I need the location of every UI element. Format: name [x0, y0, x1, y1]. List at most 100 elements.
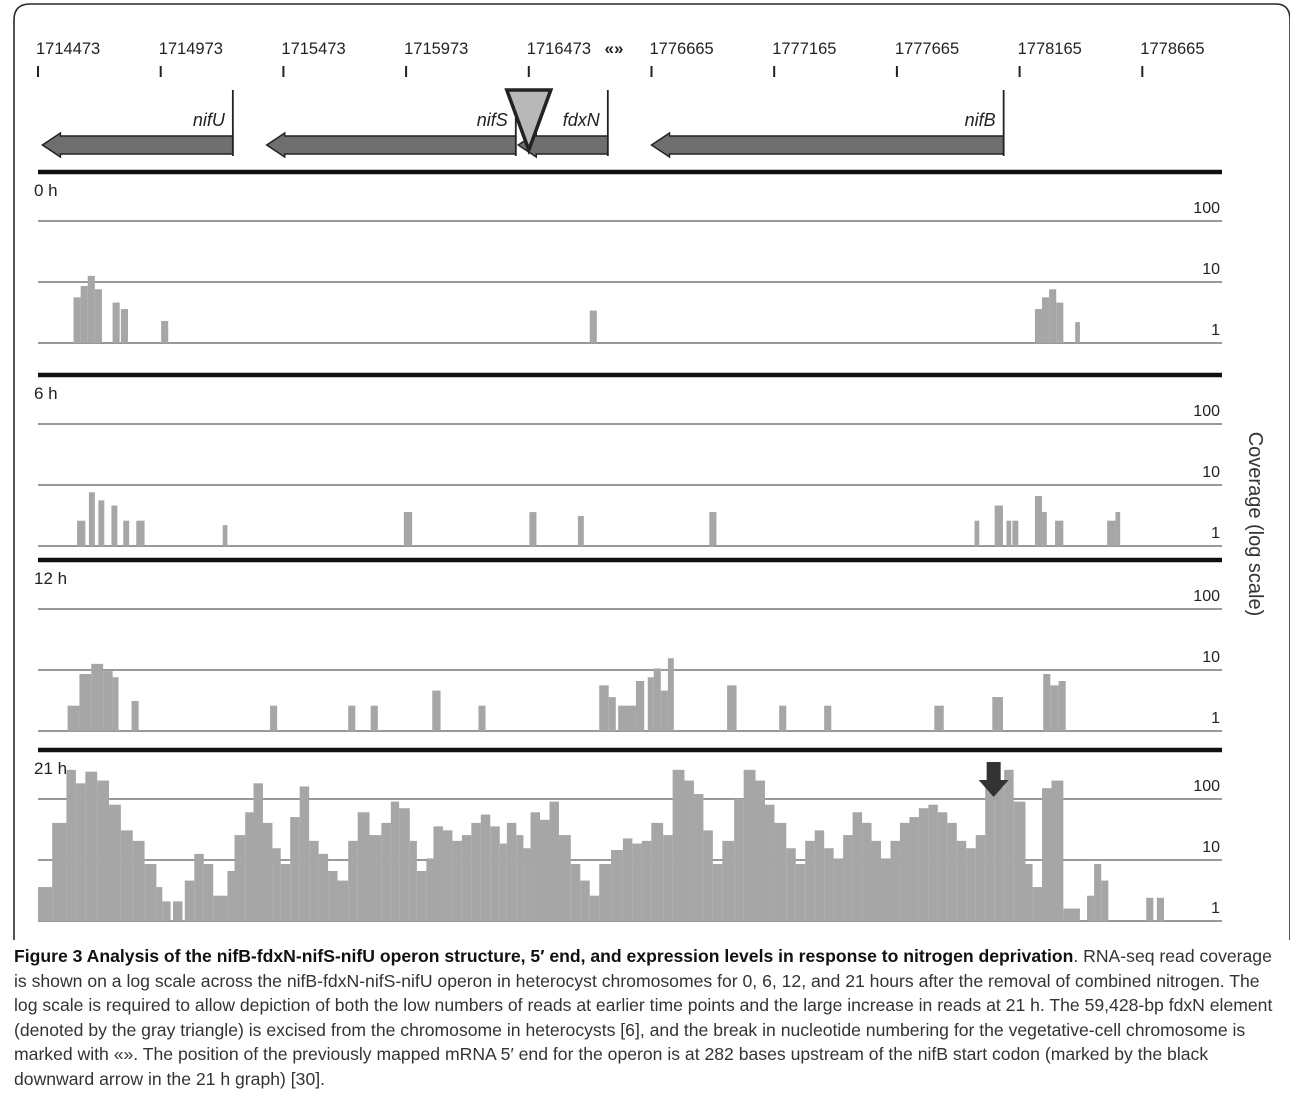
coverage-bar	[91, 663, 104, 731]
coverage-bar	[161, 320, 169, 343]
coverage-bar	[947, 822, 957, 921]
coverage-bar	[67, 705, 80, 731]
coverage-bar	[1050, 685, 1059, 731]
coverage-bar	[589, 310, 597, 343]
coverage-bar	[227, 871, 235, 921]
coverage-bar	[120, 830, 133, 921]
coverage-bar	[369, 835, 382, 921]
coverage-bar	[558, 835, 571, 921]
coverage-bar	[77, 520, 86, 546]
coverage-bar	[684, 780, 694, 921]
coverage-bar	[399, 808, 410, 921]
coverage-bar	[506, 822, 517, 921]
coverage-bar	[722, 840, 735, 921]
coverage-bar	[632, 843, 642, 921]
coverage-bar	[1051, 780, 1064, 921]
coverage-bar	[1006, 520, 1012, 546]
operon-coverage-figure: 1714473 1714973 1715473 1715973 1716473 17766…	[34, 39, 1266, 922]
y-tick-label: 100	[1193, 778, 1220, 795]
coverage-bar	[833, 858, 844, 921]
coverage-bar	[433, 826, 443, 921]
coverage-bar	[727, 685, 737, 731]
coverage-bar	[618, 705, 636, 731]
coverage-bar	[222, 525, 228, 546]
coverage-bar	[712, 863, 723, 921]
coverage-bar	[75, 783, 86, 921]
coverage-bar	[270, 705, 278, 731]
coverage-bar	[1034, 309, 1043, 343]
coverage-bar	[85, 771, 98, 921]
coverage-bar	[1034, 496, 1043, 546]
coverage-bar	[38, 887, 53, 921]
coverage-bar	[974, 520, 980, 546]
coverage-bar	[109, 804, 121, 921]
coverage-bar	[156, 887, 163, 921]
coverage-bar	[1042, 788, 1052, 921]
panel-6h: 6 h 100 10 1	[34, 372, 1222, 547]
tick-label: 1777165	[772, 40, 836, 58]
coverage-bar	[432, 690, 441, 731]
gene-label-nifU: nifU	[193, 110, 226, 130]
coverage-bar	[530, 812, 541, 921]
coverage-bar	[805, 840, 815, 921]
coverage-bar	[909, 817, 919, 921]
gene-arrow-nifB	[650, 131, 1005, 159]
coverage-bar	[416, 871, 427, 921]
coverage-bar	[403, 512, 413, 546]
coverage-bar	[622, 838, 633, 921]
coverage-bar	[290, 817, 300, 921]
coverage-bar	[172, 901, 183, 921]
y-tick-label: 1	[1211, 525, 1220, 542]
coverage-bar	[599, 685, 609, 731]
coverage-bar	[73, 297, 81, 343]
coverage-bar	[764, 804, 775, 921]
y-tick-label: 10	[1202, 839, 1220, 856]
panel-label: 6 h	[34, 384, 58, 403]
coverage-bar	[937, 812, 948, 921]
coverage-bar	[318, 853, 329, 921]
coverage-bar	[87, 275, 95, 343]
coverage-bar	[299, 786, 310, 921]
y-tick-label: 100	[1193, 403, 1220, 420]
coverage-bar	[1063, 908, 1080, 921]
panel-label: 12 h	[34, 569, 67, 588]
y-tick-label: 100	[1193, 588, 1220, 605]
coverage-bar	[1025, 863, 1033, 921]
coverage-bar	[994, 786, 1005, 921]
coverage-bar	[1075, 322, 1080, 343]
coverage-bar	[184, 880, 195, 921]
caption-lead: Figure 3 Analysis of the nifB-fdxN-nifS-…	[14, 946, 1074, 966]
coverage-bar	[112, 677, 119, 731]
coverage-bar	[647, 677, 654, 731]
coverage-bar	[890, 840, 900, 921]
coverage-bar	[120, 309, 128, 343]
panel-label: 0 h	[34, 181, 58, 200]
coverage-bar	[1043, 673, 1051, 731]
coverage-bar	[928, 804, 938, 921]
coverage-bar	[381, 822, 391, 921]
coverage-bar	[94, 289, 102, 343]
coverage-bar	[577, 516, 584, 546]
coverage-bar	[966, 848, 976, 921]
fdxn-element-triangle	[504, 88, 554, 156]
coverage-bar	[795, 863, 806, 921]
coverage-bar	[253, 783, 263, 921]
coverage-bar	[162, 901, 171, 921]
frame-border	[13, 3, 1290, 940]
coverage-bar	[144, 863, 157, 921]
coverage-bar	[390, 801, 400, 921]
tick-label: 1714973	[159, 40, 223, 58]
y-tick-label: 100	[1193, 200, 1220, 217]
coverage-bar	[786, 848, 796, 921]
coverage-bar	[480, 814, 491, 921]
coverage-bar	[337, 880, 349, 921]
coverage-bar	[881, 858, 891, 921]
coverage-bar	[1146, 897, 1154, 921]
coverage-bar	[112, 302, 120, 343]
coverage-bar	[824, 848, 834, 921]
panel-0h: 0 h 100 10 1	[34, 169, 1222, 344]
coverage-bar	[132, 840, 145, 921]
coverage-panels: 0 h 100 10 1 6 h 100 10 1 12 h 100 10 1 21 h 100 10 1	[34, 169, 1222, 922]
gene-track: nifU nifS fdxN nifB	[41, 88, 1005, 159]
coverage-bar	[1115, 512, 1121, 546]
